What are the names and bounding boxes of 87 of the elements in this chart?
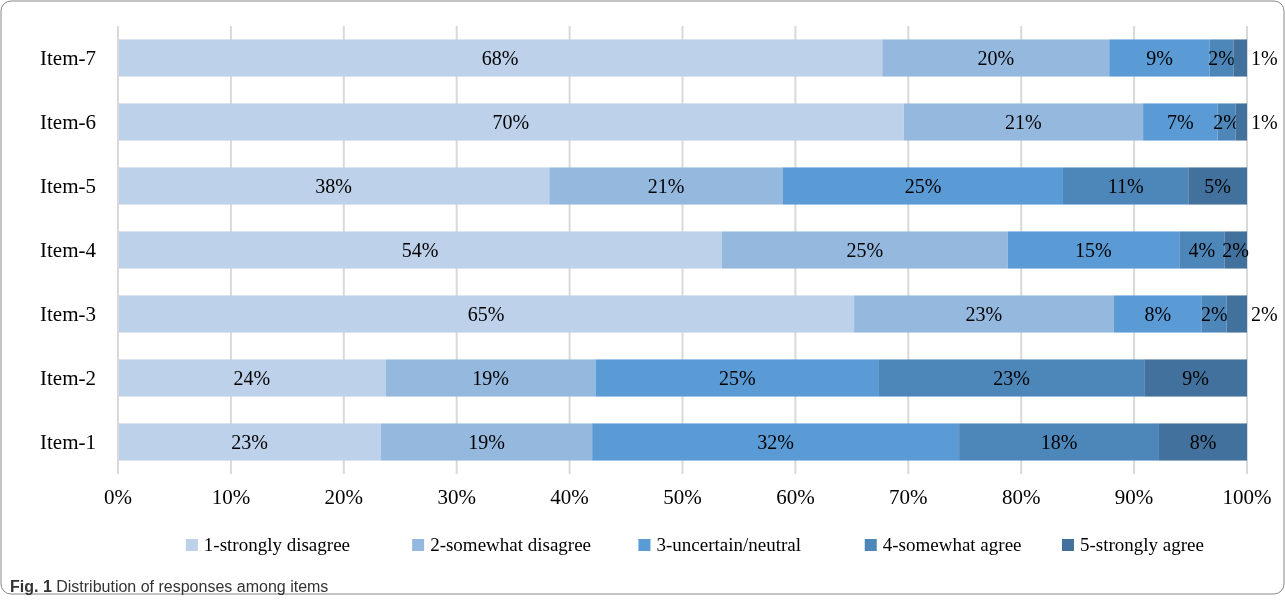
data-label: 24% (233, 367, 271, 389)
x-tick-label: 80% (1001, 485, 1041, 509)
x-tick-label: 100% (1222, 485, 1272, 509)
data-label: 8% (1189, 431, 1217, 453)
bar (878, 359, 1145, 397)
bar (1226, 295, 1247, 333)
data-label: 25% (718, 367, 756, 389)
x-tick-label: 0% (104, 485, 132, 509)
data-label: 5% (1204, 175, 1231, 197)
bar (1113, 295, 1202, 333)
data-label: 25% (904, 175, 942, 197)
bar (118, 39, 883, 77)
y-tick-label: Item-7 (40, 46, 96, 70)
bar (1188, 167, 1247, 205)
bar (385, 359, 596, 397)
data-label: 18% (1040, 431, 1078, 453)
data-label: 65% (467, 303, 505, 325)
data-label: 20% (977, 47, 1015, 69)
bar (1235, 103, 1247, 141)
bar (118, 359, 386, 397)
legend-label: 4-somewhat agree (882, 534, 1022, 555)
data-label: 68% (481, 47, 519, 69)
data-label: 15% (1075, 239, 1112, 261)
data-label: 19% (468, 431, 505, 453)
bar (1233, 39, 1247, 77)
x-tick-label: 10% (211, 485, 251, 509)
bar (882, 39, 1110, 77)
bar (118, 167, 550, 205)
data-label: 11% (1107, 175, 1144, 197)
legend-label: 1-strongly disagree (203, 534, 351, 555)
y-tick-label: Item-4 (40, 238, 97, 262)
y-tick-label: Item-3 (40, 302, 96, 326)
data-label: 21% (1005, 111, 1042, 133)
legend-label: 3-uncertain/neutral (656, 534, 801, 555)
legend-label: 2-somewhat disagree (430, 534, 592, 555)
data-label: 2% (1251, 303, 1278, 325)
data-label: 23% (993, 367, 1030, 389)
y-tick-label: Item-5 (40, 174, 96, 198)
data-label: 1% (1251, 47, 1278, 69)
data-label: 25% (846, 239, 884, 261)
y-tick-label: Item-2 (40, 366, 96, 390)
data-label: 1% (1251, 111, 1278, 133)
x-tick-label: 60% (776, 485, 815, 509)
x-tick-label: 20% (324, 485, 364, 509)
data-label: 4% (1188, 239, 1216, 261)
bar (595, 359, 879, 397)
data-label: 32% (757, 431, 794, 453)
data-label: 21% (647, 175, 685, 197)
x-tick-label: 90% (1114, 485, 1154, 509)
bar (1179, 231, 1225, 269)
bar (592, 423, 960, 461)
legend-label: 5-strongly agree (1079, 534, 1204, 555)
bar (1158, 423, 1247, 461)
y-tick-label: Item-6 (40, 110, 96, 134)
x-tick-label: 40% (550, 485, 589, 509)
data-label: 2% (1200, 303, 1228, 325)
bar (118, 295, 855, 333)
bar (118, 423, 382, 461)
y-tick-label: Item-1 (40, 430, 96, 454)
x-tick-label: 50% (663, 485, 702, 509)
data-label: 2% (1208, 47, 1235, 69)
data-label: 19% (472, 367, 509, 389)
bar (1144, 359, 1247, 397)
bar (1109, 39, 1210, 77)
data-label: 38% (315, 175, 352, 197)
bar (722, 231, 1008, 269)
data-label: 8% (1144, 303, 1172, 325)
bar (381, 423, 593, 461)
bar (959, 423, 1159, 461)
bar (903, 103, 1144, 141)
bar (118, 103, 904, 141)
bar (782, 167, 1063, 205)
bar (1062, 167, 1189, 205)
bar (854, 295, 1114, 333)
x-tick-label: 30% (437, 485, 476, 509)
x-tick-label: 70% (889, 485, 928, 509)
data-label: 9% (1146, 47, 1173, 69)
caption: Fig. 1 Distribution of responses among items (10, 578, 329, 595)
data-label: 9% (1182, 367, 1209, 389)
data-label: 70% (492, 111, 530, 133)
bar (1007, 231, 1180, 269)
data-label: 23% (231, 431, 268, 453)
bar (549, 167, 783, 205)
data-label: 7% (1167, 111, 1194, 133)
data-label: 54% (401, 239, 439, 261)
bar (118, 231, 723, 269)
data-label: 23% (965, 303, 1003, 325)
